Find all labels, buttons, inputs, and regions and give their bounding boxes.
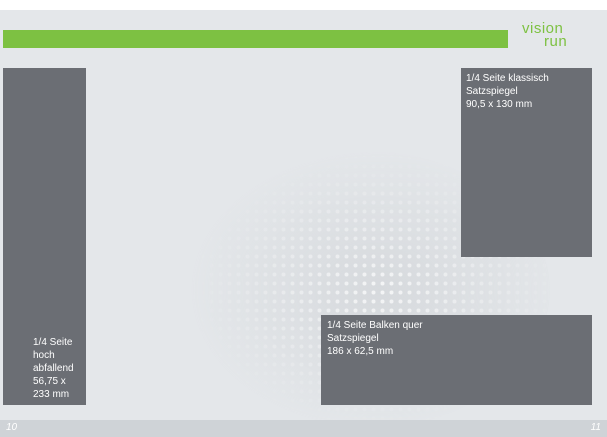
ad-box: 1/4 Seite hoch abfallend 56,75 x 233 mm [3, 68, 86, 405]
page-number: 10 [6, 422, 18, 433]
footer-band [0, 420, 607, 437]
ad-box: 1/4 Seite Balken quer Satzspiegel 186 x 62… [321, 315, 592, 405]
logo-line: run [544, 33, 568, 50]
box-text: hoch [33, 350, 55, 361]
page-number: 11 [590, 422, 601, 433]
box-text: 1/4 Seite [33, 337, 73, 348]
box-text: 1/4 Seite Balken quer [327, 320, 423, 331]
box-text: Satzspiegel [327, 333, 379, 344]
box-text: 90,5 x 130 mm [466, 99, 533, 110]
logo-line: vision [522, 20, 564, 37]
top-band [0, 0, 607, 10]
logo: vision run [522, 20, 568, 50]
box-text: Satzspiegel [466, 86, 518, 97]
ad-box: 1/4 Seite klassisch Satzspiegel 90,5 x 130… [461, 68, 592, 257]
box-text: 233 mm [33, 389, 70, 400]
green-bar [3, 30, 508, 48]
box-text: 186 x 62,5 mm [327, 346, 394, 357]
box-text: 56,75 x [33, 376, 66, 387]
box-text: 1/4 Seite klassisch [466, 73, 549, 84]
box-text: abfallend [33, 363, 74, 374]
